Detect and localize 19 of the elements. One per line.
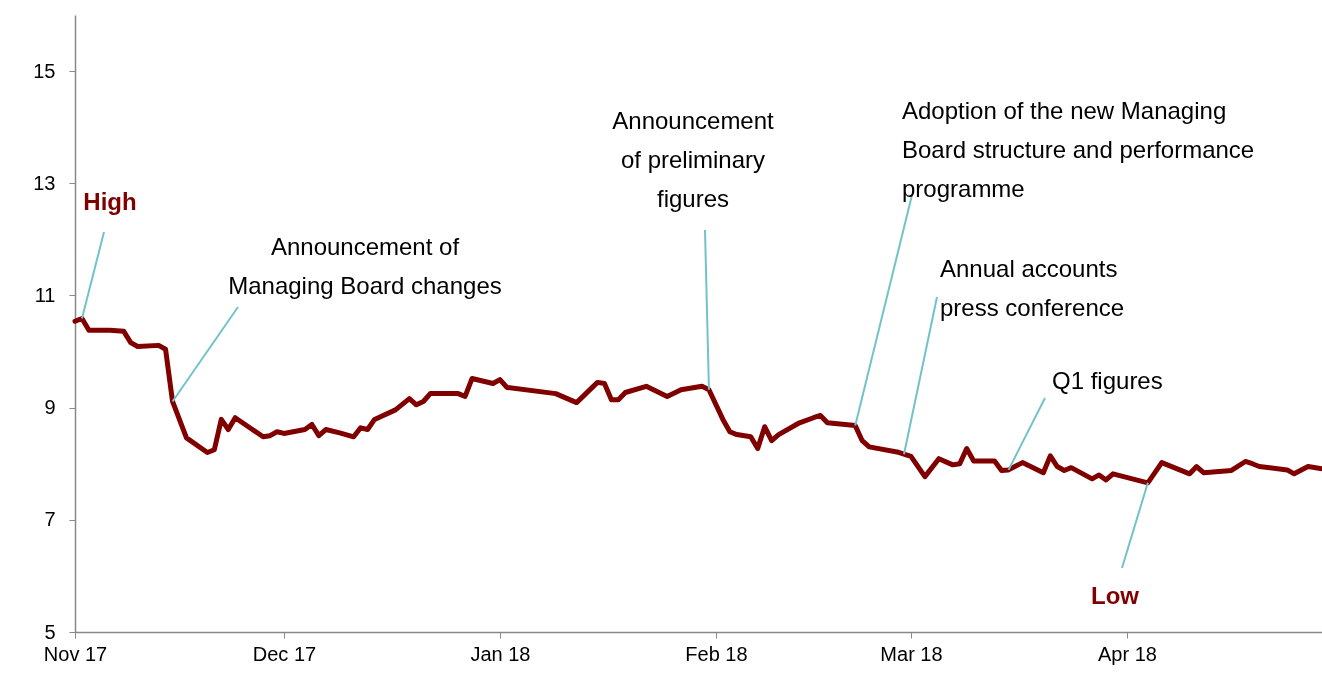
y-tick-label: 9 (44, 396, 56, 419)
annotation: Low (1091, 582, 1140, 609)
x-tick-label: Apr 18 (1097, 642, 1157, 665)
annotation: Announcement of preliminary figures (612, 107, 775, 212)
x-tick-label: Jan 18 (470, 642, 531, 665)
y-tick-label: 5 (44, 620, 56, 643)
y-tick-label: 15 (33, 59, 56, 82)
x-tick-label: Feb 18 (685, 642, 748, 665)
x-tick-label: Mar 18 (880, 642, 943, 665)
x-tick-label: Dec 17 (252, 642, 317, 665)
annotation: Annual accounts press conference (940, 255, 1125, 321)
annotation: Adoption of the new Managing Board structure and performance programme (902, 97, 1255, 202)
annotation: Announcement of Managing Board changes (228, 233, 502, 299)
annotation: Q1 figures (1052, 367, 1163, 394)
y-tick-label: 11 (34, 283, 56, 306)
x-tick-label: Nov 17 (43, 642, 108, 665)
y-tick-label: 7 (44, 508, 56, 531)
y-tick-label: 13 (33, 171, 56, 194)
annotation: High (83, 188, 137, 215)
